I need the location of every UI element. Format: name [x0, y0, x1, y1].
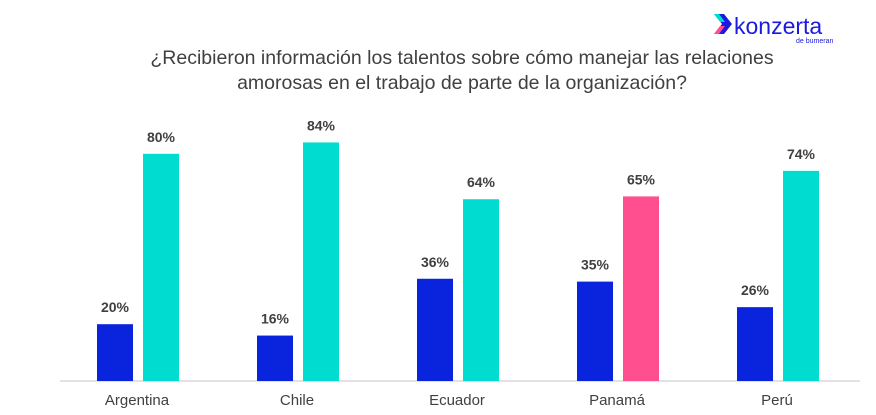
svg-text:konzerta: konzerta	[734, 13, 822, 39]
data-label: 80%	[147, 129, 176, 145]
bar	[257, 335, 293, 381]
data-label: 16%	[261, 311, 290, 327]
data-label: 35%	[581, 257, 610, 273]
x-tick-label: Perú	[761, 392, 793, 409]
x-tick-label: Panamá	[589, 392, 646, 409]
bar	[463, 199, 499, 381]
bar	[737, 307, 773, 381]
data-label: 36%	[421, 254, 450, 270]
x-tick-label: Chile	[280, 392, 314, 409]
data-label: 74%	[787, 146, 816, 162]
bar	[143, 153, 179, 381]
title-line-2: amorosas en el trabajo de parte de la or…	[237, 72, 687, 94]
x-tick-label: Argentina	[105, 392, 170, 409]
bar	[783, 170, 819, 381]
title-line-1: ¿Recibieron información los talentos sob…	[150, 47, 774, 69]
svg-text:de bumeran: de bumeran	[796, 38, 833, 45]
data-label: 65%	[627, 171, 656, 187]
data-label: 84%	[307, 117, 336, 133]
bar	[303, 142, 339, 381]
data-label: 26%	[741, 282, 770, 298]
data-label: 64%	[467, 174, 496, 190]
bar	[623, 196, 659, 381]
bar	[417, 278, 453, 381]
chart-title: ¿Recibieron información los talentos sob…	[100, 46, 824, 96]
bar	[577, 281, 613, 381]
x-tick-label: Ecuador	[429, 392, 485, 409]
konzerta-logo: konzerta de bumeran	[714, 13, 833, 45]
data-label: 20%	[101, 299, 130, 315]
bar	[97, 324, 133, 381]
